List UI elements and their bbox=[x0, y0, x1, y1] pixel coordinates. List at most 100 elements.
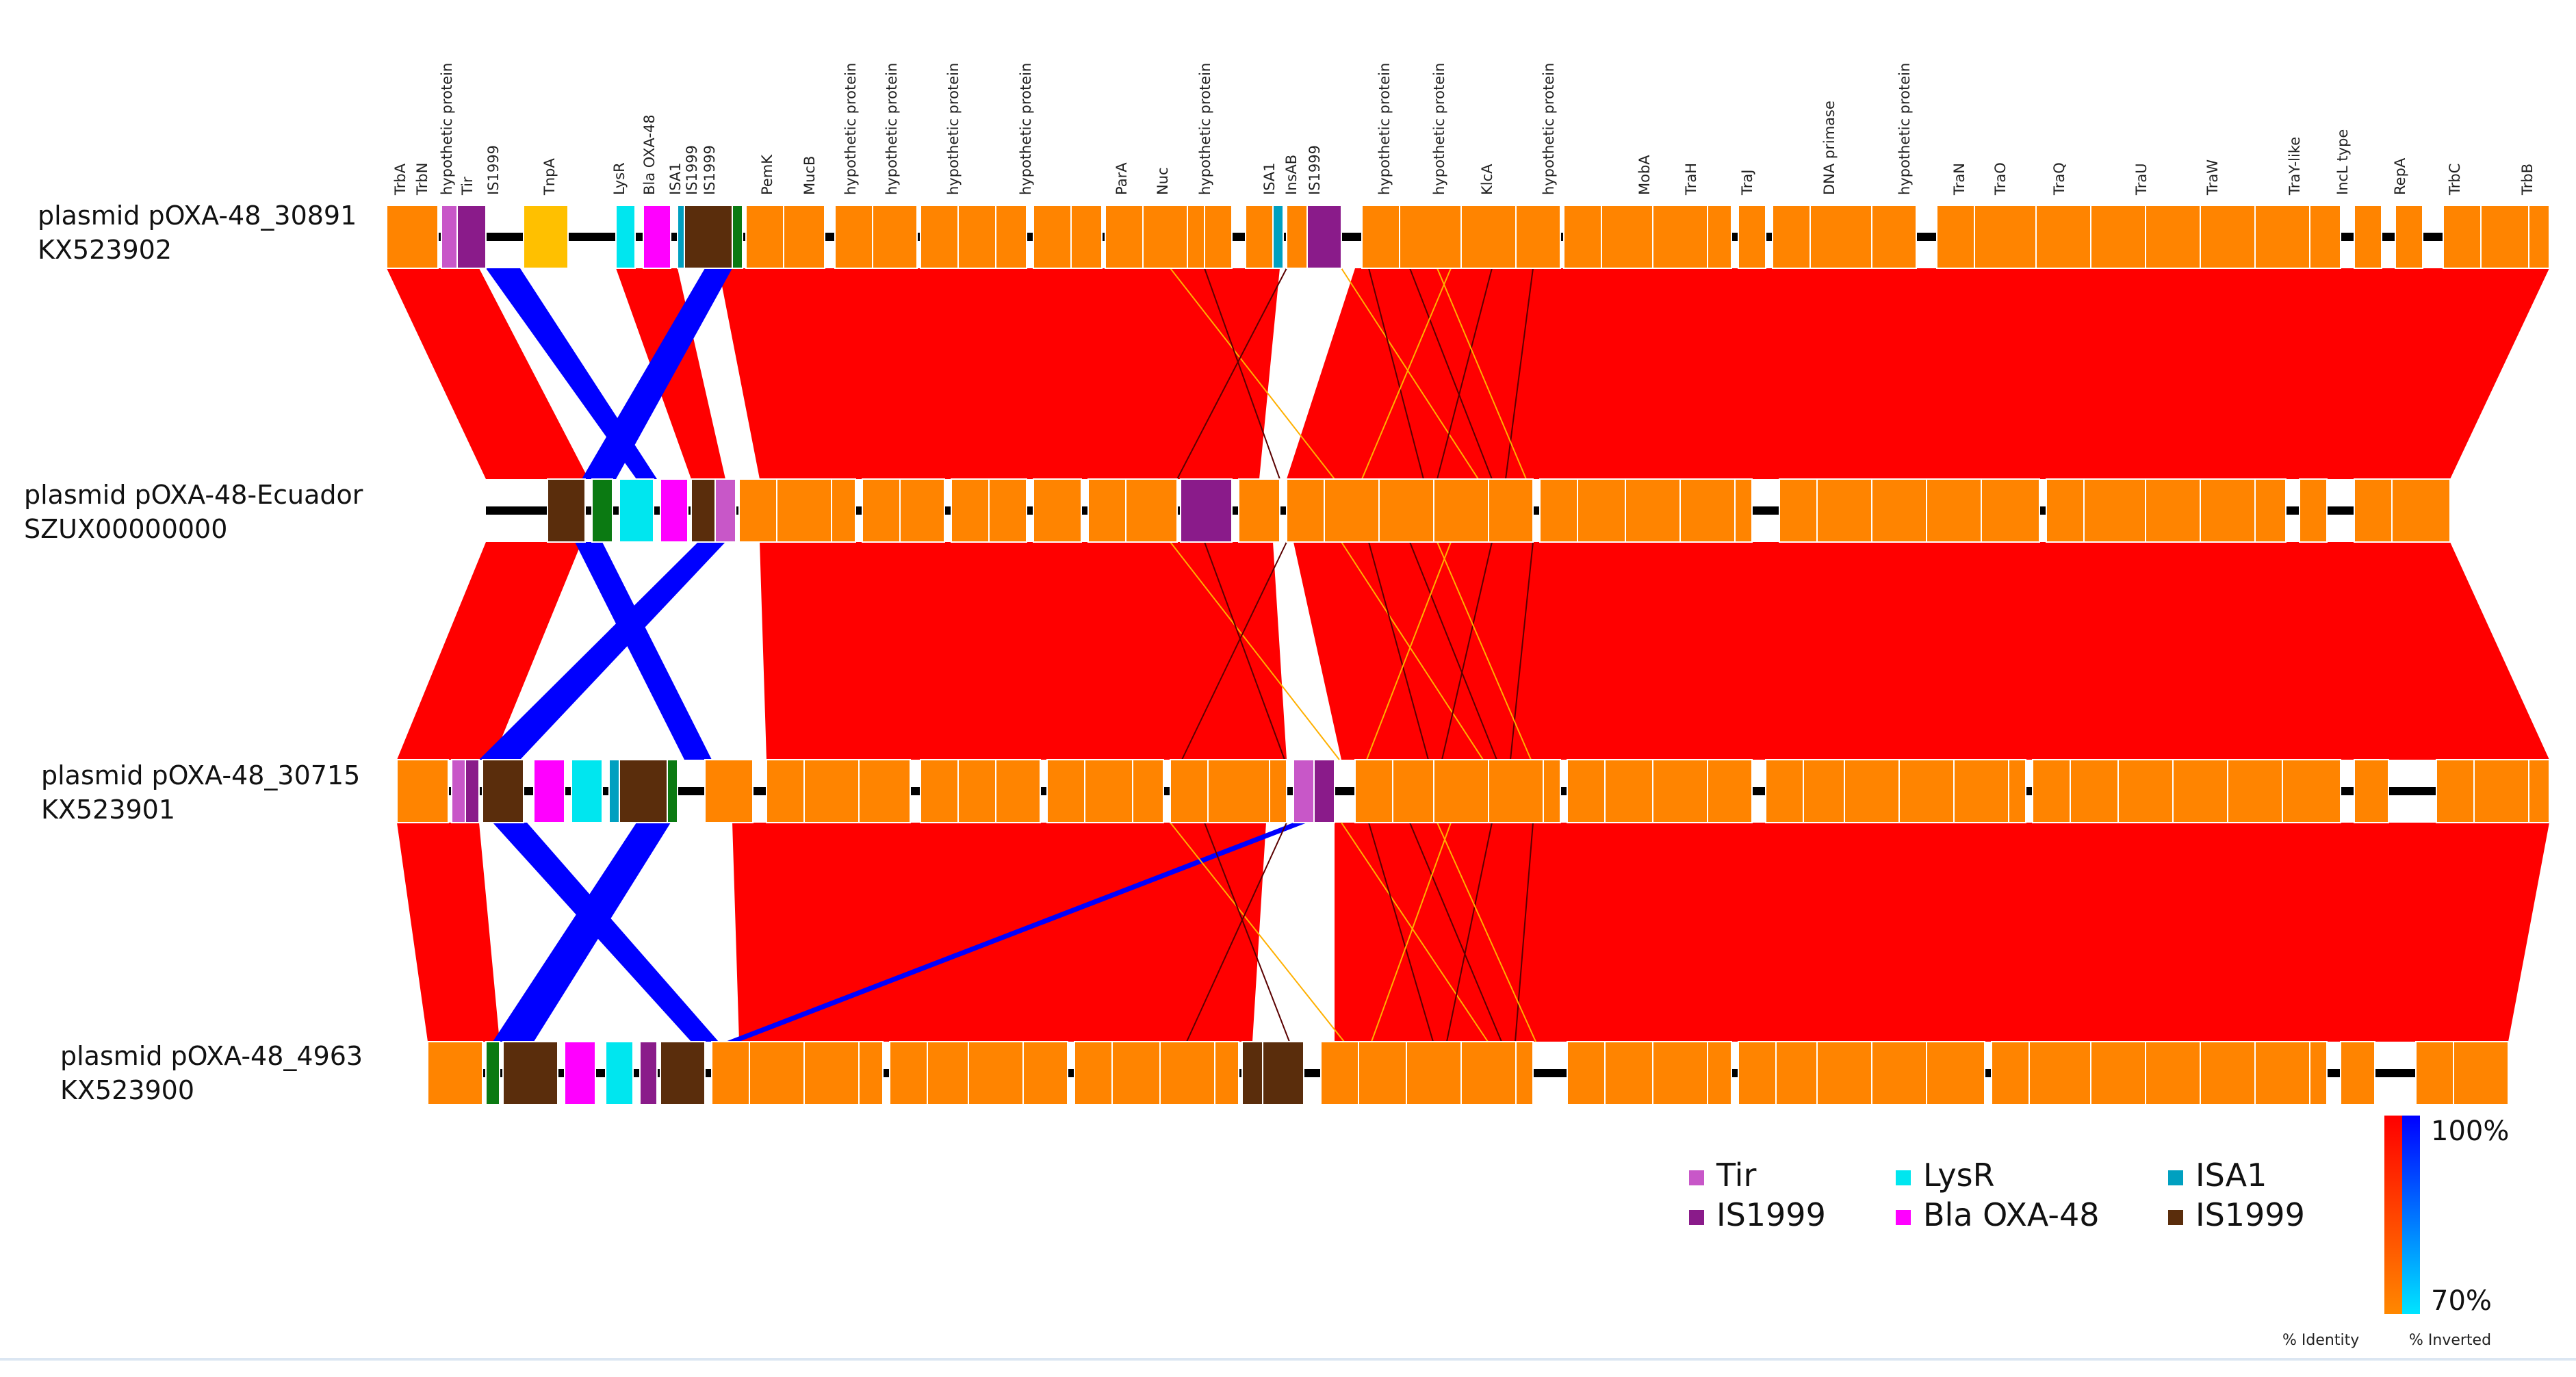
gene-block bbox=[766, 759, 911, 823]
alignment-line bbox=[1368, 822, 1434, 1042]
gene-label: PemK bbox=[759, 154, 775, 195]
gene-block bbox=[660, 478, 688, 543]
alignment-line bbox=[1368, 268, 1424, 480]
gene-label: IncL type bbox=[2334, 129, 2351, 195]
alignment-line bbox=[1515, 822, 1534, 1042]
inverted-band bbox=[582, 268, 732, 479]
gene-label: hypothetic protein bbox=[884, 63, 900, 195]
gene-block bbox=[667, 759, 678, 823]
alignment-line bbox=[1368, 541, 1429, 760]
similarity-band bbox=[719, 268, 1280, 479]
alignment-line bbox=[1366, 541, 1452, 760]
gene-block bbox=[591, 478, 613, 543]
scale-identity-label: % Identity bbox=[2282, 1332, 2360, 1349]
plasmid-accession: KX523901 bbox=[41, 795, 176, 825]
gene-block bbox=[465, 759, 480, 823]
similarity-band bbox=[1287, 268, 2549, 479]
gene-label: TraW bbox=[2204, 159, 2221, 196]
legend-swatch-bla-oxa-48 bbox=[1896, 1210, 1911, 1225]
alignment-line bbox=[1186, 822, 1287, 1042]
gene-block bbox=[1033, 205, 1103, 269]
gene-label: TraY-like bbox=[2287, 137, 2303, 196]
inverted-band bbox=[575, 542, 712, 760]
gene-label: hypothetic protein bbox=[1376, 63, 1393, 195]
gene-block bbox=[691, 478, 716, 543]
gene-block bbox=[1320, 1041, 1534, 1105]
gene-block bbox=[427, 1041, 483, 1105]
gene-label: hypothetic protein bbox=[1197, 63, 1213, 195]
inverted-band bbox=[725, 823, 1307, 1042]
gene-label: TraH bbox=[1683, 163, 1699, 196]
legend-swatch-lysr bbox=[1896, 1170, 1911, 1185]
gene-block bbox=[2046, 478, 2287, 543]
inverted-band bbox=[493, 823, 719, 1042]
gene-block bbox=[1354, 759, 1561, 823]
alignment-line bbox=[1341, 822, 1489, 1042]
gene-block bbox=[1306, 205, 1342, 269]
bottom-divider bbox=[0, 1358, 2576, 1361]
gene-block bbox=[1286, 205, 1308, 269]
gene-block bbox=[1567, 759, 1753, 823]
legend-label-tir: Tir bbox=[1716, 1157, 1757, 1194]
similarity-band bbox=[760, 542, 1287, 760]
alignment-line bbox=[1409, 822, 1502, 1042]
alignment-line bbox=[1441, 541, 1493, 760]
inverted-band bbox=[493, 823, 671, 1042]
alignment-line bbox=[1409, 541, 1497, 760]
plasmid-accession: KX523900 bbox=[60, 1075, 195, 1105]
gene-block bbox=[677, 205, 685, 269]
gene-label: hypothetic protein bbox=[439, 63, 455, 195]
similarity-band bbox=[387, 268, 589, 479]
gene-block bbox=[660, 1041, 706, 1105]
gene-block bbox=[2354, 759, 2389, 823]
gene-block bbox=[1765, 759, 2026, 823]
gene-block bbox=[2340, 1041, 2375, 1105]
gene-label: TraJ bbox=[1739, 170, 1755, 196]
gene-block bbox=[2032, 759, 2341, 823]
plasmid-label-3: plasmid pOXA-48_30715 KX523901 bbox=[41, 758, 360, 827]
gene-label: MucB bbox=[801, 156, 818, 195]
gene-label: hypothetic protein bbox=[1018, 63, 1034, 195]
gene-label: IS1999 bbox=[1306, 145, 1323, 195]
gene-block bbox=[2299, 478, 2328, 543]
gene-label: IS1999 bbox=[684, 145, 700, 195]
alignment-line bbox=[1170, 541, 1340, 760]
gene-label: TraO bbox=[1992, 162, 2009, 196]
gene-block bbox=[2415, 1041, 2509, 1105]
gene-label: InsAB bbox=[1283, 155, 1300, 195]
gene-label: ISA1 bbox=[667, 162, 684, 195]
alignment-line bbox=[1505, 268, 1534, 480]
alignment-line bbox=[1204, 822, 1290, 1042]
gene-label: LysR bbox=[611, 162, 628, 195]
gene-label: hypothetic protein bbox=[945, 63, 962, 195]
alignment-line bbox=[1176, 268, 1287, 480]
gene-block bbox=[2395, 205, 2423, 269]
gene-block bbox=[1991, 1041, 2328, 1105]
gene-block bbox=[704, 759, 754, 823]
plasmid-label-2: plasmid pOXA-48-Ecuador SZUX00000000 bbox=[24, 478, 363, 546]
gene-label: Nuc bbox=[1155, 167, 1171, 195]
legend-swatch-is1999-brown bbox=[2168, 1210, 2183, 1225]
legend-label-is1999-purple: IS1999 bbox=[1716, 1196, 1826, 1233]
gene-block bbox=[1180, 478, 1233, 543]
gene-block bbox=[711, 1041, 884, 1105]
gene-block bbox=[920, 759, 1041, 823]
gene-block bbox=[639, 1041, 658, 1105]
gene-label: TrbB bbox=[2519, 164, 2536, 196]
alignment-line bbox=[1361, 268, 1452, 480]
similarity-band bbox=[1335, 823, 2549, 1042]
gene-block bbox=[684, 205, 733, 269]
gene-label: TrbA bbox=[392, 163, 409, 196]
gene-block bbox=[485, 1041, 500, 1105]
gene-block bbox=[547, 478, 586, 543]
gene-block bbox=[2443, 205, 2550, 269]
alignment-line bbox=[1341, 541, 1484, 760]
gene-block bbox=[732, 205, 743, 269]
gene-block bbox=[1087, 478, 1178, 543]
gene-block bbox=[1313, 759, 1335, 823]
alignment-line bbox=[1446, 822, 1493, 1042]
plasmid-accession: SZUX00000000 bbox=[24, 514, 228, 544]
scale-min-label: 70% bbox=[2431, 1285, 2492, 1317]
gene-block bbox=[456, 205, 487, 269]
